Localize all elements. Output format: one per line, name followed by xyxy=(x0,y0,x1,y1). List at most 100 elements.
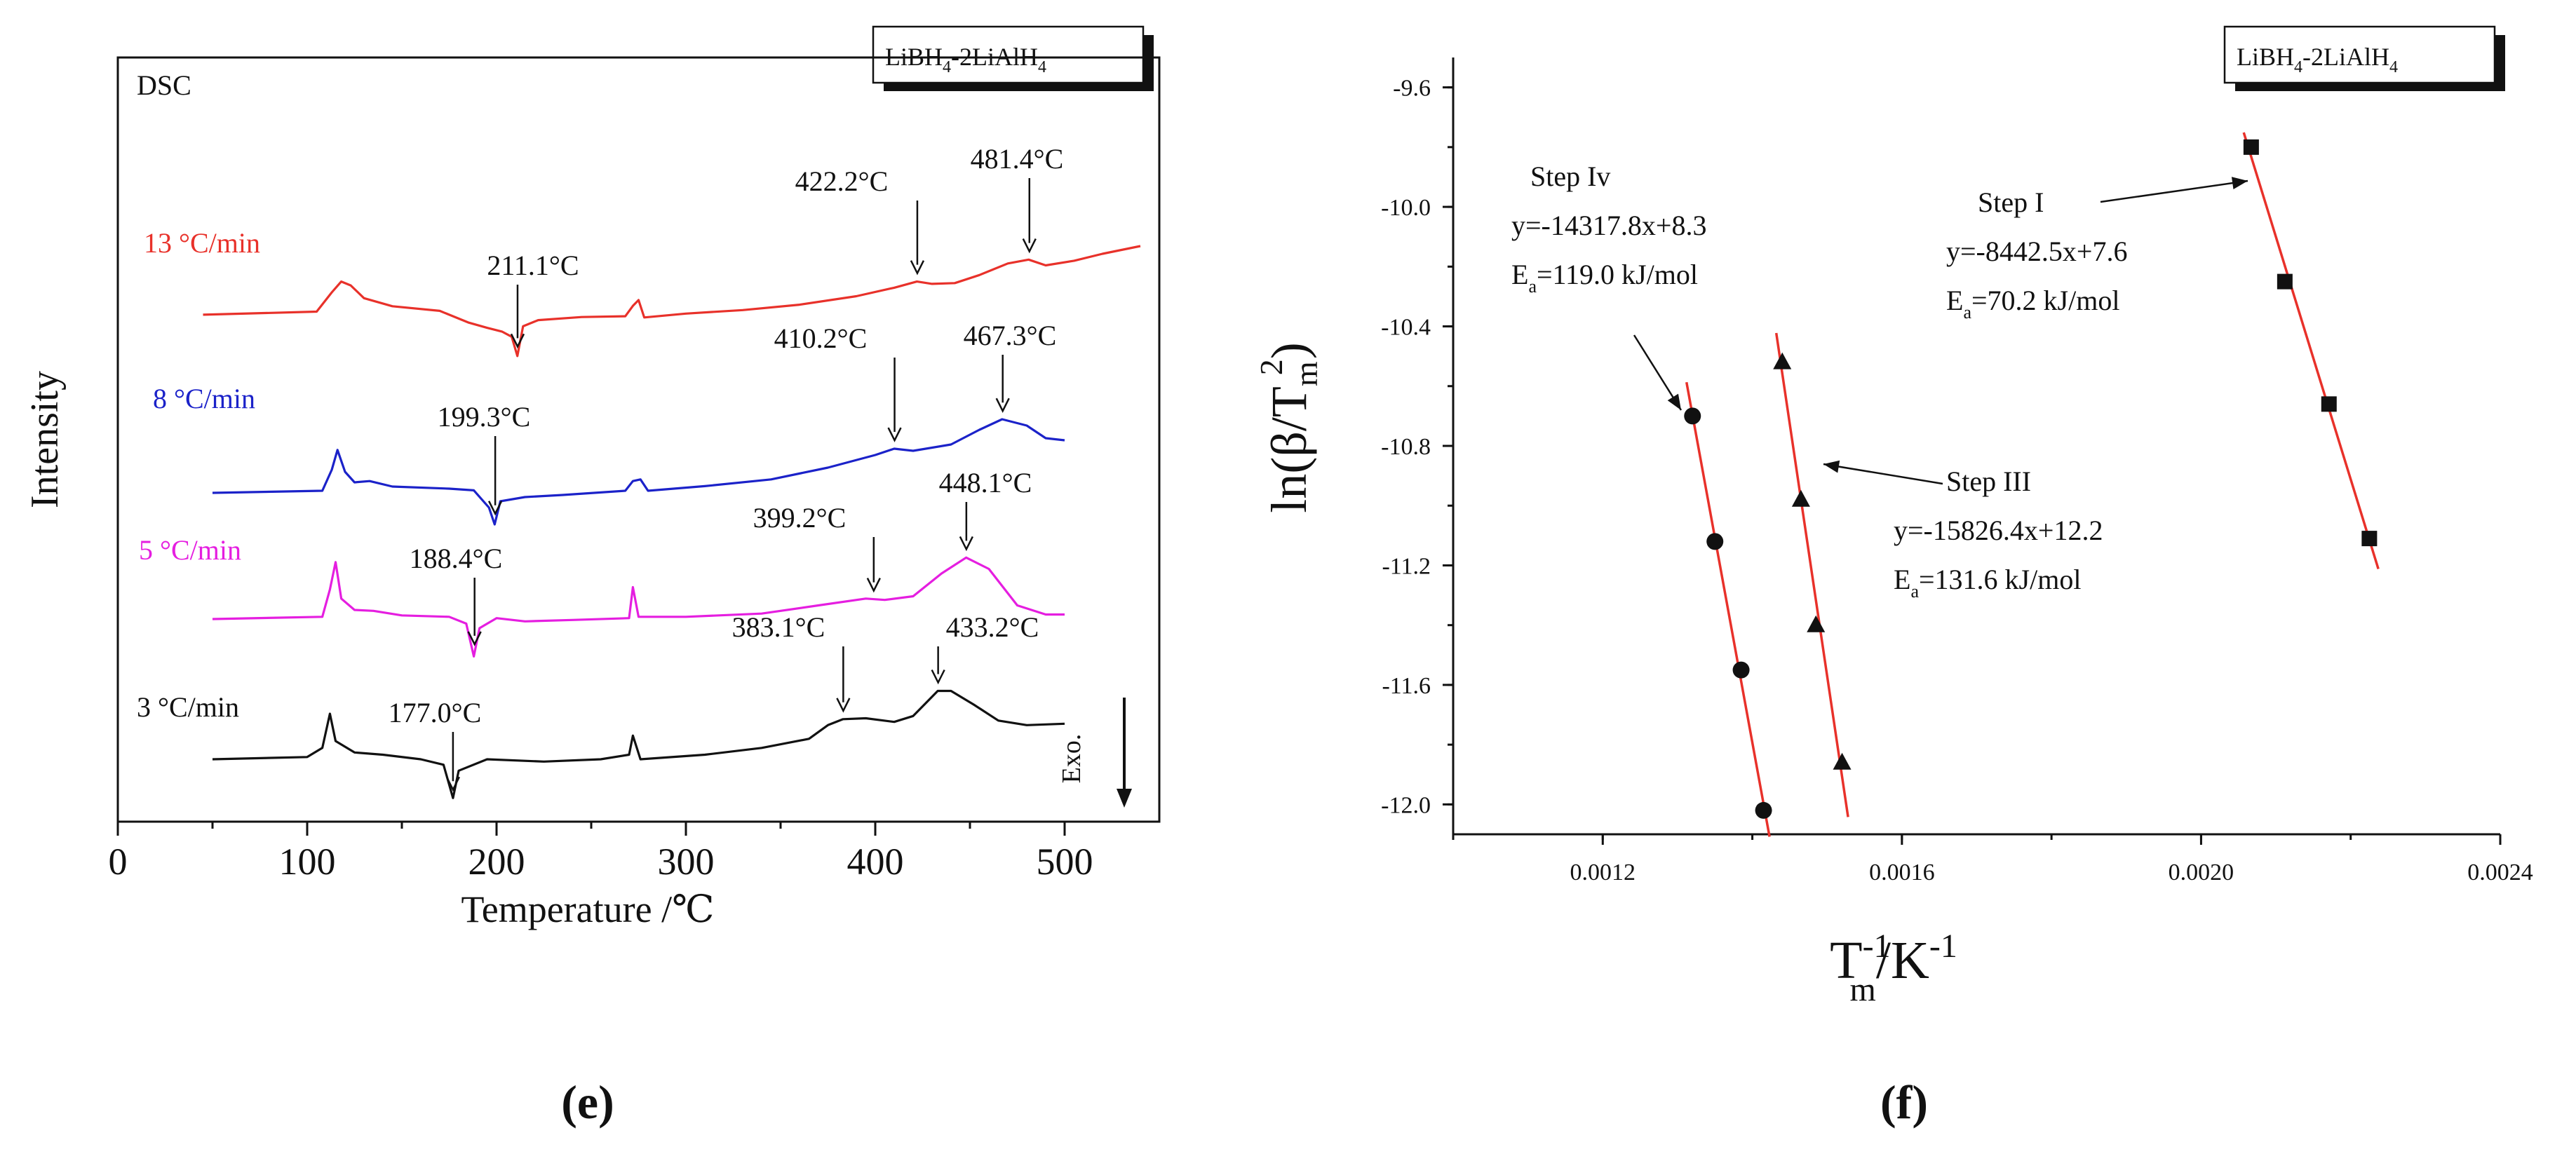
e-peak-arrow xyxy=(887,358,902,442)
f-y-tick-label: -10.4 xyxy=(1381,315,1431,341)
panel-f-ticks: 0.0012 0.0016 0.0020 0.0024 -9.6 -10.0 -10.4 -1… xyxy=(1381,76,2533,885)
e-peak-label: 383.1°C xyxy=(732,611,825,643)
f-step-ea: Ea=131.6 kJ/mol xyxy=(1894,564,2081,602)
e-x-tick-label: 300 xyxy=(658,841,715,883)
f-xl-rest-sup: -1 xyxy=(1929,928,1957,965)
f-y-tick-label: -12.0 xyxy=(1381,792,1431,818)
e-x-tick-label: 200 xyxy=(468,841,525,883)
f-x-tick-label: 0.0012 xyxy=(1570,860,1636,885)
panel-e-x-ticks: 0 100 200 300 400 500 xyxy=(109,822,1093,883)
f-x-tick-label: 0.0016 xyxy=(1869,860,1935,885)
e-series-label: 13 °C/min xyxy=(144,227,260,259)
exo-label: Exo. xyxy=(1057,734,1086,784)
f-y-tick-label: -11.6 xyxy=(1382,673,1431,699)
f-step-title: Step Iv xyxy=(1530,161,1610,192)
e-series-label: 3 °C/min xyxy=(137,691,239,723)
panel-f-series xyxy=(1684,132,2380,837)
tag-f-mid: -2LiAlH xyxy=(2302,43,2389,71)
tag-f-sub1: 4 xyxy=(2294,58,2302,76)
f-point-circle xyxy=(1706,533,1724,550)
f-step-pointer-head xyxy=(1667,393,1681,410)
e-peak-arrow xyxy=(959,502,973,552)
e-peak-arrow xyxy=(836,646,851,713)
panel-e: LiBH4-2LiAlH4 DSC 0 100 200 300 400 500 13 °C… xyxy=(23,25,1161,1129)
f-y-tick-label: -11.2 xyxy=(1382,553,1431,579)
e-peak-label: 448.1°C xyxy=(939,467,1032,498)
e-peak-label: 399.2°C xyxy=(753,502,847,534)
e-series-line xyxy=(212,418,1065,526)
f-y-tick-label: -10.0 xyxy=(1381,195,1431,221)
f-xl-rest: /K xyxy=(1876,931,1929,990)
f-point-circle xyxy=(1755,801,1772,819)
exo-arrow xyxy=(1117,698,1132,808)
e-series-line xyxy=(212,689,1065,799)
e-peak-arrow xyxy=(487,436,503,516)
tag-e-sub1: 4 xyxy=(943,58,951,76)
e-peak-label: 199.3°C xyxy=(438,401,531,433)
e-peak-label: 481.4°C xyxy=(971,143,1064,175)
f-fit-line xyxy=(1685,381,1771,837)
e-peak-arrow xyxy=(467,578,482,646)
panel-e-tag: LiBH4-2LiAlH4 xyxy=(872,25,1154,91)
e-series-label: 8 °C/min xyxy=(153,383,255,414)
panel-f-letter: f xyxy=(1896,1075,1913,1129)
f-point-square xyxy=(2243,139,2259,155)
e-peak-label: 188.4°C xyxy=(410,543,503,574)
panel-e-y-axis-label: Intensity xyxy=(23,371,67,508)
f-y-tick-label: -9.6 xyxy=(1393,76,1431,102)
f-yl-sub: m xyxy=(1288,361,1324,386)
f-point-triangle xyxy=(1773,352,1792,369)
panel-f: LiBH4-2LiAlH4 0.0012 0.0016 0.0020 0.0024 -9… xyxy=(1253,25,2533,1129)
e-x-tick-label: 500 xyxy=(1037,841,1093,883)
panel-f-tag: LiBH4-2LiAlH4 xyxy=(2223,25,2505,91)
e-peak-label: 467.3°C xyxy=(964,320,1057,351)
f-step-pointer-head xyxy=(1823,460,1840,473)
f-point-triangle xyxy=(1791,489,1810,507)
f-step-title: Step III xyxy=(1946,466,2031,497)
e-peak-label: 433.2°C xyxy=(946,611,1039,643)
panel-e-x-axis-label: Temperature /℃ xyxy=(461,888,715,930)
e-x-tick-label: 0 xyxy=(109,841,128,883)
e-peak-label: 410.2°C xyxy=(774,322,868,354)
f-step-pointer xyxy=(1823,463,1943,485)
f-point-triangle xyxy=(1807,615,1826,632)
e-series-line xyxy=(203,245,1141,358)
f-step-ea: Ea=119.0 kJ/mol xyxy=(1511,259,1698,297)
e-series-label: 5 °C/min xyxy=(139,534,241,566)
f-yl-post: ) xyxy=(1261,342,1317,359)
f-step-equation: y=-15826.4x+12.2 xyxy=(1894,515,2103,546)
panel-f-x-axis-label: T-1 m/K-1 xyxy=(1830,928,1957,1008)
svg-text:LiBH4-2LiAlH4: LiBH4-2LiAlH4 xyxy=(2237,43,2398,76)
f-fit-line xyxy=(1774,332,1849,817)
e-peak-label: 422.2°C xyxy=(795,165,889,197)
f-xl-sub: m xyxy=(1850,971,1876,1008)
panel-e-letter: e xyxy=(577,1075,598,1129)
f-step-ea: Ea=70.2 kJ/mol xyxy=(1946,285,2119,322)
f-point-triangle xyxy=(1833,752,1852,770)
f-point-circle xyxy=(1684,407,1701,425)
tag-e-sub2: 4 xyxy=(1038,58,1046,76)
f-step-equation: y=-14317.8x+8.3 xyxy=(1511,210,1706,241)
f-point-square xyxy=(2321,396,2337,412)
e-peak-arrow xyxy=(510,285,525,349)
e-peak-label: 177.0°C xyxy=(389,697,482,728)
f-point-square xyxy=(2277,273,2293,290)
e-peak-arrow xyxy=(866,537,881,593)
e-peak-arrow xyxy=(995,355,1010,414)
panel-e-series: 13 °C/min 211.1°C 422.2°C 481.4°C 8 °C/min 19… xyxy=(137,143,1141,799)
f-point-circle xyxy=(1732,661,1750,679)
f-x-tick-label: 0.0020 xyxy=(2169,860,2234,885)
e-peak-arrow xyxy=(1022,178,1037,254)
e-peak-arrow xyxy=(931,646,945,685)
e-x-tick-label: 400 xyxy=(847,841,904,883)
f-step-equation: y=-8442.5x+7.6 xyxy=(1946,236,2127,267)
tag-f-base: LiBH xyxy=(2237,43,2294,71)
e-peak-arrow xyxy=(910,201,925,276)
e-x-tick-label: 100 xyxy=(279,841,336,883)
f-point-square xyxy=(2361,531,2378,547)
f-xl-sup: -1 xyxy=(1863,928,1891,965)
f-x-tick-label: 0.0024 xyxy=(2467,860,2533,885)
e-peak-arrow xyxy=(445,732,461,792)
f-step-title: Step I xyxy=(1978,186,2044,218)
panel-f-annotations: Step I y=-8442.5x+7.6 Ea=70.2 kJ/mol Step I… xyxy=(1511,161,2248,602)
